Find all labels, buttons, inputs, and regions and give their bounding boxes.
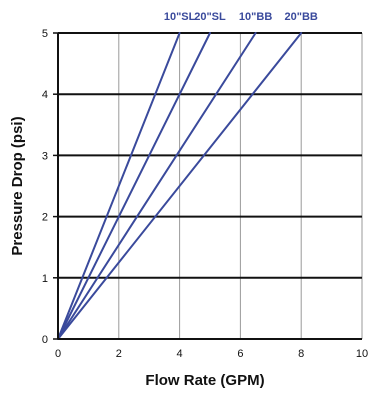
x-tick-label: 10	[356, 348, 368, 360]
y-tick-label: 4	[42, 89, 48, 101]
x-tick-label: 8	[298, 348, 304, 360]
y-tick-label: 1	[42, 273, 48, 285]
series-label: 10"BB	[239, 11, 272, 23]
tick-labels: 0 1 2 3 4 5 0 2 4 6 8 10	[42, 28, 368, 360]
x-tick-label: 2	[116, 348, 122, 360]
series-line	[57, 32, 181, 340]
series-label: 20"SL	[194, 11, 226, 23]
series-label: 20"BB	[285, 11, 318, 23]
x-tick-label: 0	[55, 348, 61, 360]
y-tick-label: 5	[42, 28, 48, 40]
y-axis-title: Pressure Drop (psi)	[9, 116, 26, 255]
y-tick-label: 3	[42, 150, 48, 162]
plot-frame	[57, 33, 362, 340]
series-label: 10"SL	[164, 11, 196, 23]
series-line	[57, 32, 257, 340]
x-tick-label: 4	[177, 348, 183, 360]
y-tick-label: 0	[42, 334, 48, 346]
x-tick-label: 6	[237, 348, 243, 360]
series-lines	[57, 32, 303, 340]
x-axis-title: Flow Rate (GPM)	[145, 372, 264, 389]
series-line	[57, 32, 303, 340]
series-line	[57, 32, 211, 340]
y-tick-label: 2	[42, 212, 48, 224]
grid-lines	[58, 32, 363, 339]
